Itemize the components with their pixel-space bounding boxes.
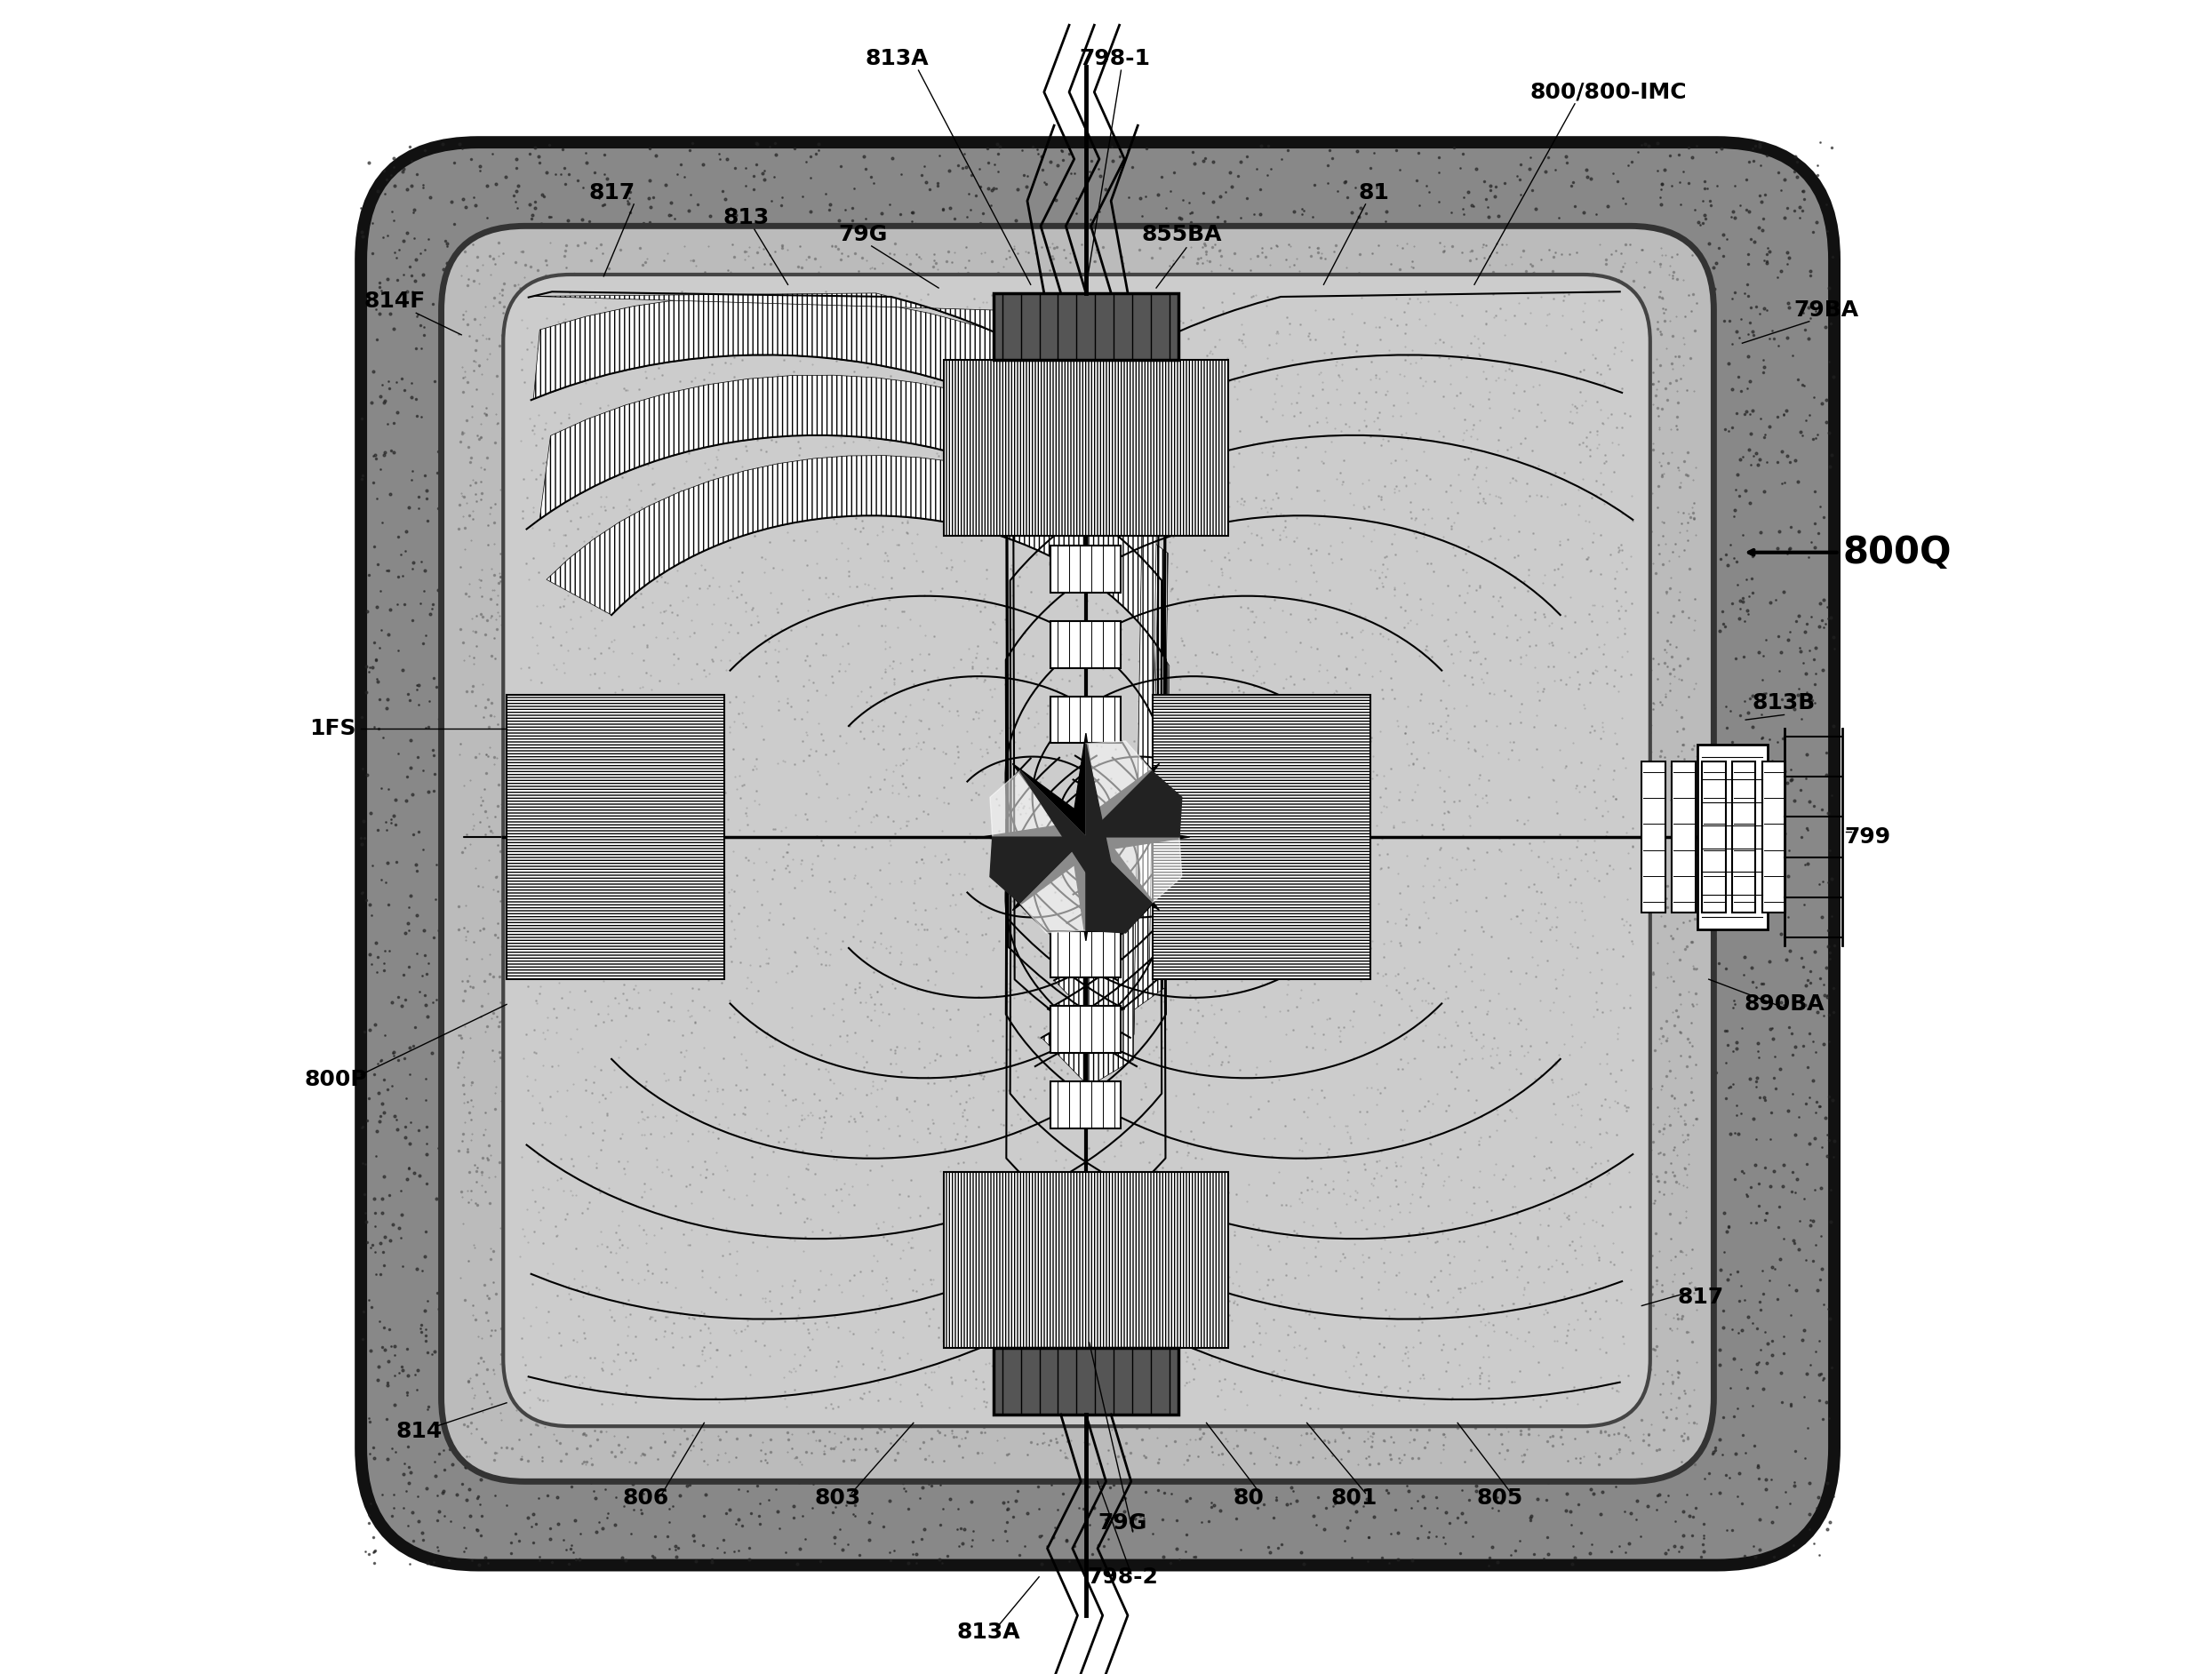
Text: 806: 806	[622, 1488, 668, 1508]
Polygon shape	[1020, 743, 1126, 932]
Bar	[1697, 745, 1767, 929]
Text: 813A: 813A	[865, 49, 929, 69]
Bar	[993, 1348, 1179, 1415]
Text: 890BA: 890BA	[1743, 994, 1825, 1014]
Text: 800/800-IMC: 800/800-IMC	[1531, 82, 1688, 102]
Text: 813: 813	[723, 208, 770, 228]
Polygon shape	[546, 455, 1170, 1001]
Bar	[1732, 762, 1756, 912]
Text: 79G: 79G	[838, 224, 887, 244]
FancyBboxPatch shape	[504, 275, 1650, 1426]
Polygon shape	[1020, 837, 1086, 932]
Text: 1FS: 1FS	[310, 718, 356, 738]
Bar	[1152, 695, 1371, 979]
Bar	[1051, 696, 1121, 743]
Text: 813A: 813A	[958, 1622, 1020, 1642]
Text: 80: 80	[1232, 1488, 1263, 1508]
Bar	[945, 360, 1228, 536]
Bar	[1051, 546, 1121, 593]
Bar	[1051, 1081, 1121, 1128]
Text: 814: 814	[396, 1421, 442, 1441]
Bar	[1641, 762, 1666, 912]
Polygon shape	[533, 295, 1166, 1058]
Text: 805: 805	[1475, 1488, 1522, 1508]
Text: 855BA: 855BA	[1141, 224, 1221, 244]
Text: 817: 817	[1677, 1287, 1723, 1307]
Text: 81: 81	[1358, 182, 1389, 203]
Polygon shape	[991, 772, 1086, 837]
Text: 79BA: 79BA	[1794, 300, 1858, 320]
Text: 817: 817	[588, 182, 635, 203]
Polygon shape	[1086, 837, 1152, 932]
Text: 800P: 800P	[305, 1070, 367, 1090]
Bar	[507, 695, 723, 979]
Polygon shape	[991, 837, 1086, 902]
Text: 798-2: 798-2	[1088, 1567, 1159, 1587]
Bar	[993, 293, 1179, 360]
Text: 800Q: 800Q	[1843, 534, 1951, 571]
Polygon shape	[982, 733, 1190, 941]
Text: 803: 803	[814, 1488, 860, 1508]
Bar	[1701, 762, 1725, 912]
Polygon shape	[540, 375, 1166, 1030]
Text: 814F: 814F	[363, 291, 425, 311]
Text: 801: 801	[1332, 1488, 1378, 1508]
Bar	[1763, 762, 1785, 912]
Polygon shape	[1086, 837, 1181, 902]
Polygon shape	[1086, 772, 1181, 837]
Text: 798-1: 798-1	[1079, 49, 1150, 69]
FancyBboxPatch shape	[440, 226, 1714, 1481]
Bar	[1051, 621, 1121, 668]
Text: 799: 799	[1845, 827, 1891, 847]
Bar	[1051, 931, 1121, 978]
Text: 79G: 79G	[1097, 1513, 1148, 1533]
Bar	[1672, 762, 1694, 912]
Text: 813B: 813B	[1752, 693, 1816, 713]
Polygon shape	[1086, 742, 1152, 837]
Bar	[1051, 1006, 1121, 1053]
Bar	[945, 1172, 1228, 1348]
Polygon shape	[533, 293, 1157, 1086]
FancyBboxPatch shape	[361, 142, 1834, 1565]
